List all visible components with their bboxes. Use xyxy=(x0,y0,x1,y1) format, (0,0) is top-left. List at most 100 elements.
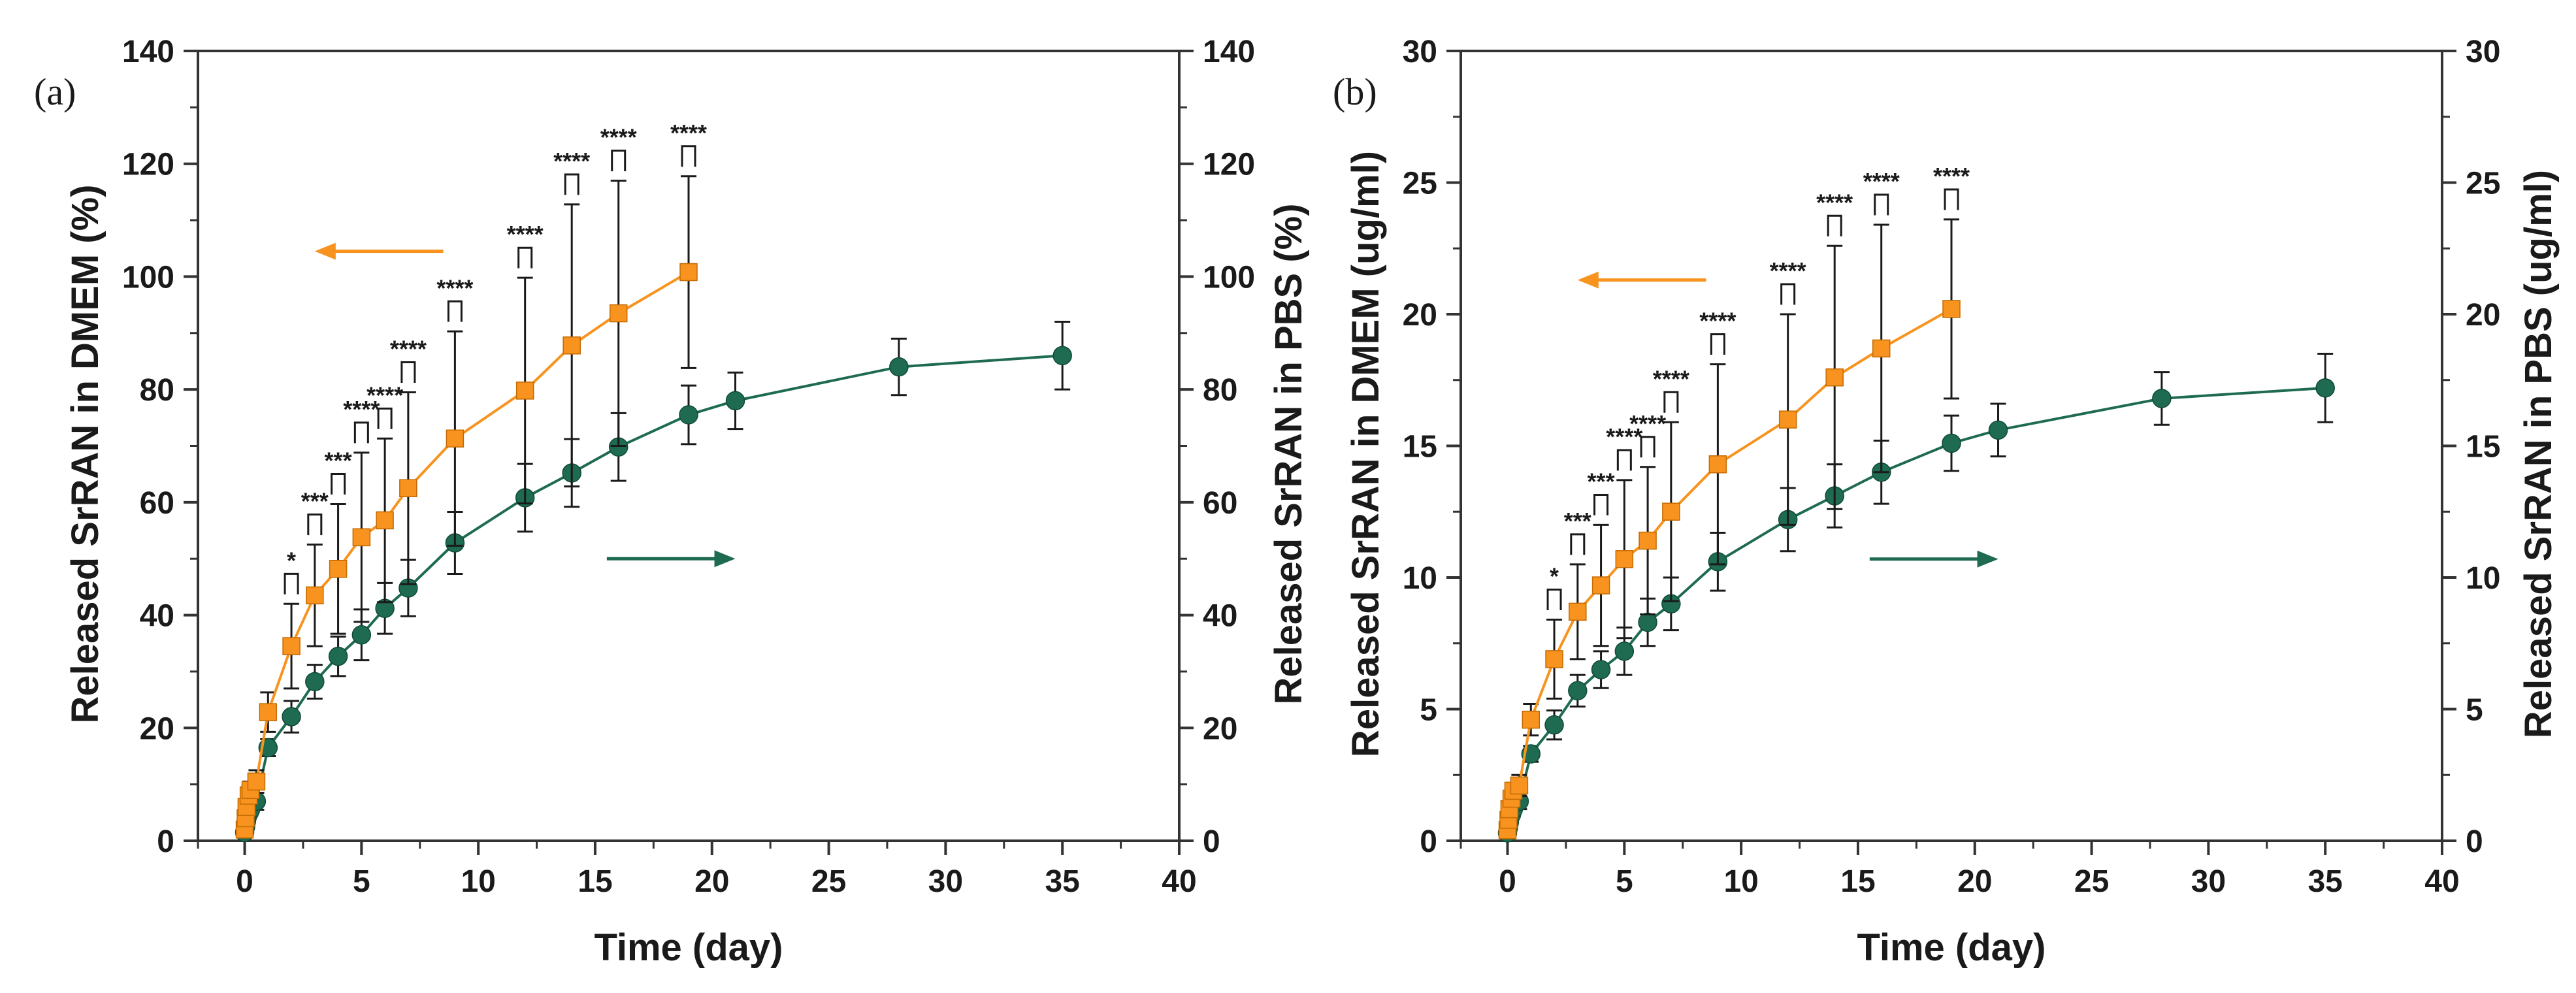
significance-label: **** xyxy=(1699,308,1736,334)
x-axis-title: Time (day) xyxy=(594,926,783,969)
y-tick-label-right: 20 xyxy=(2466,298,2500,333)
y-tick-label-right: 5 xyxy=(2466,693,2483,728)
significance-bracket xyxy=(353,421,369,444)
significance-label: **** xyxy=(1933,163,1970,189)
y-tick-label-right: 30 xyxy=(2466,35,2500,69)
y-tick-label-right: 60 xyxy=(1203,486,1237,521)
significance-label: **** xyxy=(553,148,590,174)
data-point-dmem xyxy=(376,511,394,530)
x-tick-label: 25 xyxy=(811,864,846,899)
series-dmem xyxy=(235,175,698,839)
y-tick-label-left: 0 xyxy=(157,824,174,859)
series-line-dmem xyxy=(243,270,690,830)
data-point-pbs xyxy=(2152,389,2172,408)
significance-bracket xyxy=(1710,333,1725,355)
y-tick-label-left: 40 xyxy=(140,599,174,634)
data-point-dmem xyxy=(352,528,371,547)
data-point-pbs xyxy=(1638,612,1657,632)
data-point-dmem xyxy=(562,336,581,355)
y-tick-label-left: 15 xyxy=(1403,430,1437,464)
data-point-pbs xyxy=(1614,642,1635,661)
x-tick-label: 20 xyxy=(694,864,729,899)
significance-bracket xyxy=(284,572,299,594)
data-point-pbs xyxy=(282,707,301,726)
significance-label: **** xyxy=(1653,365,1689,392)
x-axis-title: Time (day) xyxy=(1857,926,2046,969)
data-point-pbs xyxy=(1591,660,1611,679)
significance-bracket xyxy=(1616,449,1632,471)
data-point-dmem xyxy=(329,560,348,578)
x-tick-label: 30 xyxy=(2191,864,2226,899)
series-dmem xyxy=(1498,218,1961,839)
data-point-dmem xyxy=(282,637,301,655)
y-tick-label-left: 140 xyxy=(122,35,174,69)
data-point-dmem xyxy=(259,703,278,721)
significance-label: **** xyxy=(507,221,544,248)
arrow-left-head xyxy=(1577,271,1599,289)
x-tick-label: 10 xyxy=(461,864,495,899)
x-tick-label: 40 xyxy=(2424,864,2459,899)
significance-bracket xyxy=(1593,493,1609,515)
x-tick-label: 15 xyxy=(1840,864,1875,899)
x-tick-label: 25 xyxy=(2074,864,2109,899)
data-point-dmem xyxy=(1708,455,1727,474)
y-tick-label-right: 0 xyxy=(2466,824,2483,859)
significance-label: *** xyxy=(301,488,329,515)
significance-label: **** xyxy=(1770,257,1806,284)
significance-bracket xyxy=(611,150,627,172)
y-axis-title-right: Released SrRAN in PBS (ug/ml) xyxy=(2517,170,2560,738)
axes-frame xyxy=(197,50,1181,842)
significance-label: * xyxy=(1550,563,1559,590)
series-line-dmem xyxy=(1506,308,1952,831)
y-tick-label-right: 80 xyxy=(1203,373,1237,408)
y-tick-label-right: 40 xyxy=(1203,599,1237,634)
y-tick-label-left: 60 xyxy=(140,486,174,521)
data-point-pbs xyxy=(725,391,745,411)
y-tick-label-left: 20 xyxy=(1403,298,1437,333)
x-tick-label: 5 xyxy=(353,864,370,899)
y-tick-label-right: 0 xyxy=(1203,824,1220,859)
y-tick-label-left: 80 xyxy=(140,373,174,408)
data-point-dmem xyxy=(1662,502,1680,521)
y-axis-title-left: Released SrRAN in DMEM (ug/ml) xyxy=(1345,151,1387,757)
data-point-dmem xyxy=(609,304,628,323)
significance-bracket xyxy=(1546,589,1562,610)
panel-label: (b) xyxy=(1333,71,1377,113)
significance-bracket xyxy=(377,407,393,429)
significance-label: * xyxy=(287,547,296,574)
significance-bracket xyxy=(1874,193,1889,216)
data-point-dmem xyxy=(399,479,417,498)
data-point-dmem xyxy=(1510,776,1529,795)
x-tick-label: 35 xyxy=(1045,864,1079,899)
x-tick-label: 40 xyxy=(1162,864,1196,899)
significance-bracket xyxy=(1780,283,1796,305)
data-point-dmem xyxy=(1522,710,1541,729)
significance-label: **** xyxy=(1629,410,1666,437)
significance-label: *** xyxy=(325,448,352,474)
significance-label: **** xyxy=(600,124,637,151)
data-point-dmem xyxy=(1872,339,1891,358)
data-point-pbs xyxy=(328,646,348,666)
data-point-pbs xyxy=(1568,681,1588,701)
x-tick-label: 10 xyxy=(1723,864,1758,899)
significance-bracket xyxy=(1827,214,1842,236)
y-tick-label-left: 0 xyxy=(1420,824,1437,859)
y-tick-label-left: 10 xyxy=(1403,561,1437,596)
data-point-dmem xyxy=(1591,576,1610,594)
significance-label: **** xyxy=(436,274,473,301)
y-tick-label-right: 120 xyxy=(1203,148,1255,182)
significance-bracket xyxy=(1570,533,1586,555)
data-point-dmem xyxy=(1825,368,1844,387)
data-point-dmem xyxy=(1569,602,1587,621)
y-tick-label-right: 10 xyxy=(2466,561,2500,596)
data-point-pbs xyxy=(305,672,325,692)
arrow-right-head xyxy=(1977,550,1998,568)
y-axis-title-right: Released SrRAN in PBS (%) xyxy=(1267,203,1310,704)
significance-label: **** xyxy=(1816,189,1853,216)
panel-b: (b) Time (day) Released SrRAN in DMEM (u… xyxy=(1333,35,2560,969)
x-tick-label: 5 xyxy=(1616,864,1633,899)
panel-label: (a) xyxy=(34,71,76,113)
significance-bracket xyxy=(1944,188,1959,210)
